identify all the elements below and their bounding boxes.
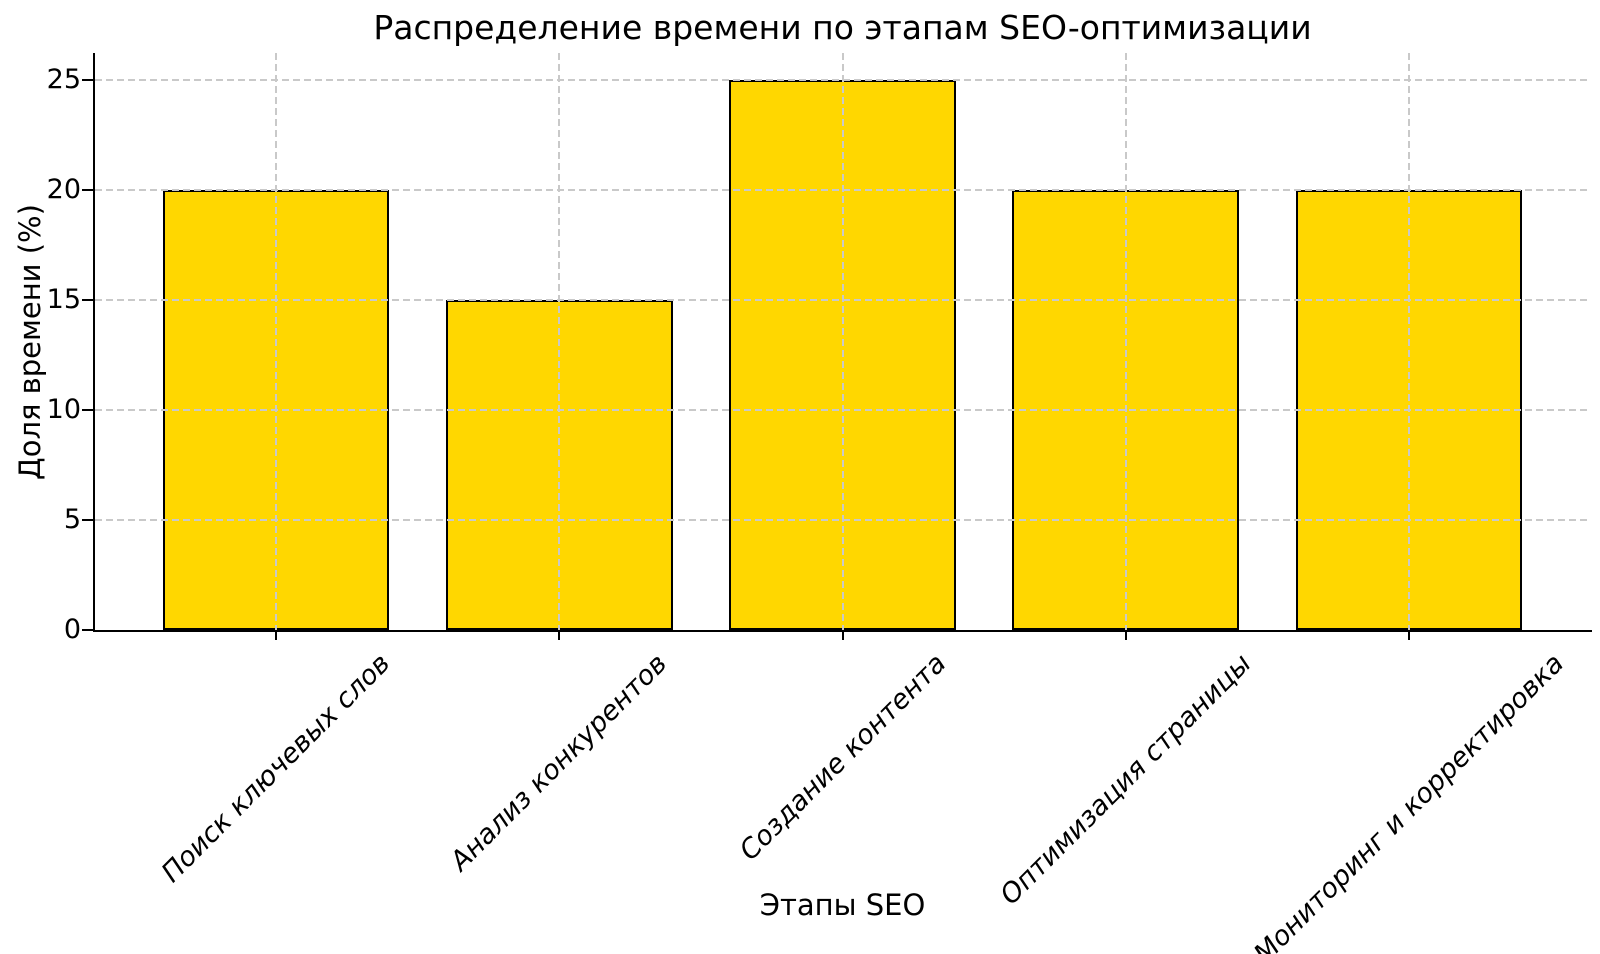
x-tick-label-1: Анализ конкурентов <box>444 648 674 878</box>
v-gridline-4 <box>1407 53 1410 630</box>
plot-area <box>93 53 1592 632</box>
x-tick-mark-1 <box>558 630 561 640</box>
x-tick-mark-2 <box>841 630 844 640</box>
y-tick-label-5: 5 <box>63 504 81 536</box>
y-tick-label-25: 25 <box>46 64 81 96</box>
v-gridline-2 <box>841 53 844 630</box>
x-tick-label-2: Создание контента <box>733 647 952 867</box>
y-axis-spine <box>93 53 95 632</box>
y-tick-label-20: 20 <box>46 174 81 206</box>
x-tick-mark-0 <box>275 630 278 640</box>
y-tick-label-10: 10 <box>46 394 81 426</box>
v-gridline-3 <box>1124 53 1127 630</box>
y-tick-mark-20 <box>82 189 93 192</box>
v-gridline-0 <box>275 53 278 630</box>
y-tick-mark-15 <box>82 299 93 302</box>
y-tick-label-0: 0 <box>63 614 81 645</box>
x-tick-label-3: Оптимизация страницы <box>994 648 1258 912</box>
chart-title: Распределение времени по этапам SEO-опти… <box>373 8 1312 47</box>
y-tick-mark-25 <box>82 79 93 82</box>
y-tick-label-15: 15 <box>46 284 81 316</box>
y-tick-mark-5 <box>82 519 93 522</box>
x-tick-mark-4 <box>1407 630 1410 640</box>
v-gridline-1 <box>558 53 561 630</box>
x-tick-label-0: Поиск ключевых слов <box>156 647 397 889</box>
x-axis-label: Этапы SEO <box>759 888 926 922</box>
y-tick-mark-10 <box>82 409 93 412</box>
y-tick-mark-0 <box>82 629 93 631</box>
x-tick-mark-3 <box>1124 630 1127 640</box>
